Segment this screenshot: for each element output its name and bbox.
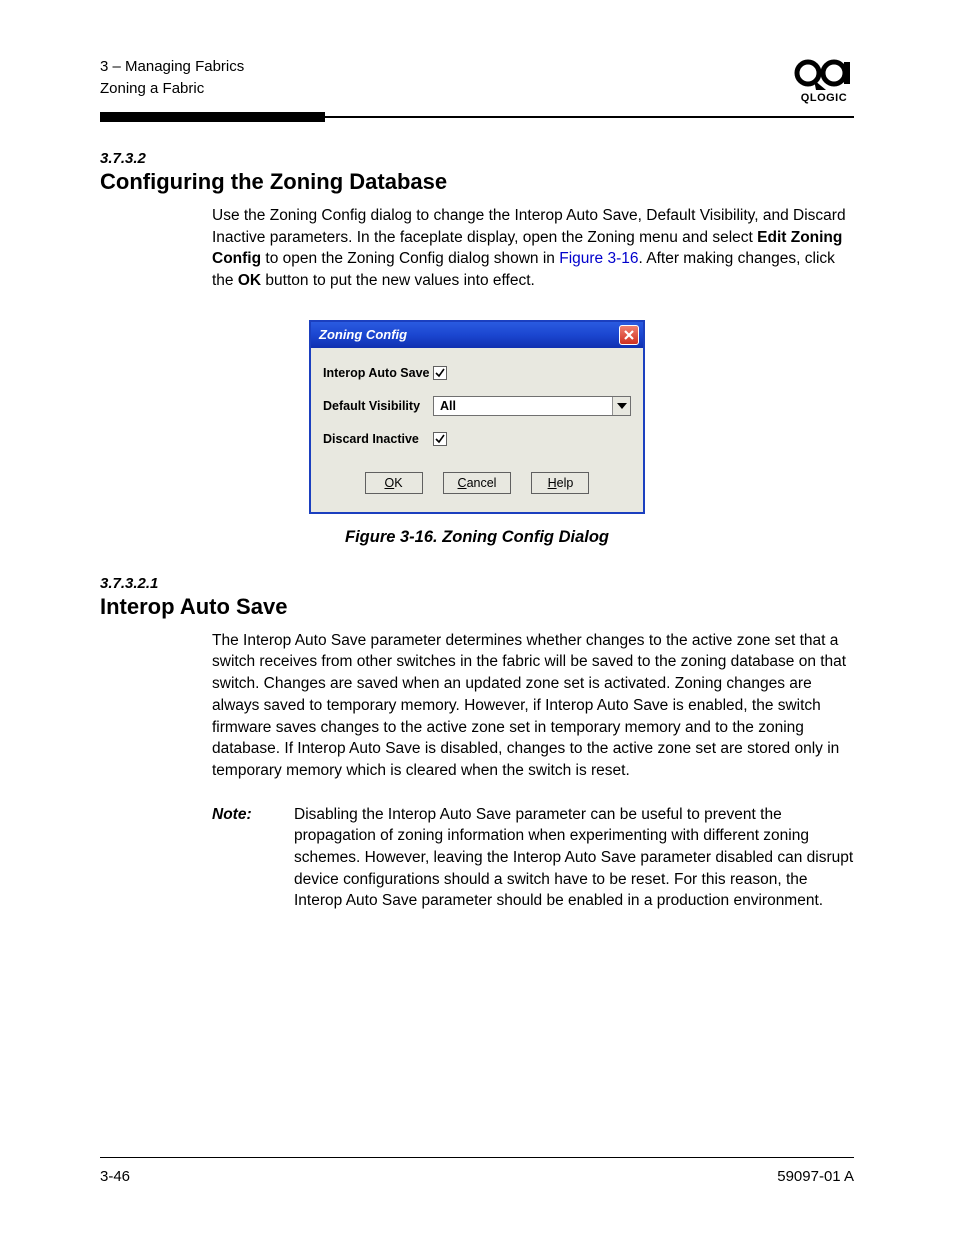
note-label: Note:	[212, 804, 294, 912]
p-text: button to put the new values into effect…	[261, 272, 535, 289]
logo-icon	[794, 56, 854, 90]
dropdown-value: All	[440, 399, 456, 413]
page-footer: 3-46 59097-01 A	[100, 1157, 854, 1186]
note-body: Disabling the Interop Auto Save paramete…	[294, 804, 854, 912]
cancel-button[interactable]: Cancel	[443, 472, 512, 494]
default-visibility-dropdown[interactable]: All	[433, 396, 631, 416]
footer-rule	[100, 1157, 854, 1159]
p-text: Use the Zoning Config dialog to change t…	[212, 207, 846, 246]
thick-bar	[100, 112, 325, 122]
page: 3 – Managing Fabrics Zoning a Fabric QLO…	[0, 0, 954, 1235]
dropdown-arrow-icon	[612, 397, 630, 415]
header-line-1: 3 – Managing Fabrics	[100, 56, 244, 78]
close-button[interactable]	[619, 325, 639, 345]
footer-row: 3-46 59097-01 A	[100, 1168, 854, 1185]
zoning-config-dialog: Zoning Config Interop Auto Save Default …	[309, 320, 645, 514]
section-2-paragraph: The Interop Auto Save parameter determin…	[212, 630, 854, 782]
default-visibility-label: Default Visibility	[323, 399, 433, 413]
check-icon	[435, 434, 445, 444]
interop-auto-save-label: Interop Auto Save	[323, 366, 433, 380]
interop-auto-save-checkbox[interactable]	[433, 366, 447, 380]
close-icon	[623, 329, 635, 341]
figure-link[interactable]: Figure 3-16	[559, 250, 638, 267]
section-number-2: 3.7.3.2.1	[100, 575, 854, 592]
default-visibility-row: Default Visibility All	[323, 396, 631, 416]
figure-caption: Figure 3-16. Zoning Config Dialog	[100, 528, 854, 547]
p-text: to open the Zoning Config dialog shown i…	[261, 250, 559, 267]
header-rule	[100, 112, 854, 122]
section-title-1: Configuring the Zoning Database	[100, 169, 854, 195]
dialog-titlebar: Zoning Config	[311, 322, 643, 348]
interop-auto-save-row: Interop Auto Save	[323, 366, 631, 380]
ok-bold: OK	[238, 272, 261, 289]
doc-number: 59097-01 A	[777, 1168, 854, 1185]
check-icon	[435, 368, 445, 378]
ok-button[interactable]: OK	[365, 472, 423, 494]
header-text: 3 – Managing Fabrics Zoning a Fabric	[100, 56, 244, 100]
help-button[interactable]: Help	[531, 472, 589, 494]
qlogic-logo: QLOGIC	[794, 56, 854, 104]
figure-wrap: Zoning Config Interop Auto Save Default …	[100, 320, 854, 514]
discard-inactive-checkbox[interactable]	[433, 432, 447, 446]
page-number: 3-46	[100, 1168, 130, 1185]
note-block: Note: Disabling the Interop Auto Save pa…	[212, 804, 854, 912]
dialog-button-row: OK Cancel Help	[323, 462, 631, 506]
header-line-2: Zoning a Fabric	[100, 78, 244, 100]
section-title-2: Interop Auto Save	[100, 594, 854, 620]
section-number-1: 3.7.3.2	[100, 150, 854, 167]
page-header: 3 – Managing Fabrics Zoning a Fabric QLO…	[100, 56, 854, 104]
dialog-title: Zoning Config	[319, 327, 407, 342]
section-1-paragraph: Use the Zoning Config dialog to change t…	[212, 205, 854, 292]
logo-text: QLOGIC	[794, 92, 854, 104]
discard-inactive-label: Discard Inactive	[323, 432, 433, 446]
discard-inactive-row: Discard Inactive	[323, 432, 631, 446]
thin-rule	[325, 116, 854, 118]
dialog-body: Interop Auto Save Default Visibility All	[311, 348, 643, 512]
